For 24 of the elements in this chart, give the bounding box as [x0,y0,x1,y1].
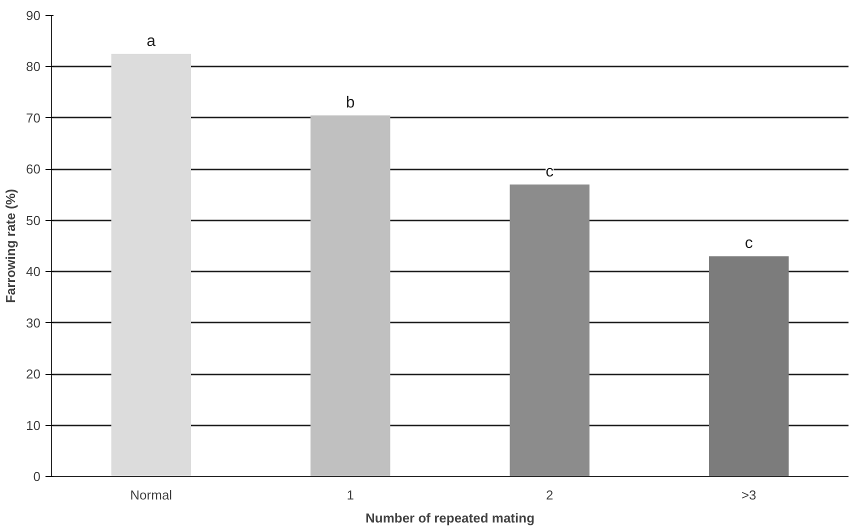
y-tick-label: 0 [33,469,41,484]
x-tick-label: 1 [346,488,354,502]
x-tick-label: >3 [741,488,756,502]
y-tick-label: 60 [26,162,41,177]
x-axis-title: Number of repeated mating [365,510,535,526]
annotation: c [744,235,753,252]
x-tick-label: Normal [130,488,172,502]
annotation: c [546,164,554,181]
y-tick-label: 10 [26,418,41,433]
bar [510,184,590,476]
y-tick-label: 20 [26,366,41,382]
y-tick-label: 30 [26,315,41,330]
bar [111,54,191,476]
bar [310,115,390,476]
x-tick-label: 2 [546,488,554,502]
annotation: b [346,94,355,112]
y-tick-label: 40 [26,264,41,280]
y-tick-label: 50 [26,212,41,228]
y-axis-title: Farrowing rate (%) [3,188,18,304]
bar [709,256,789,476]
y-tick-label: 80 [26,59,41,74]
annotation: a [146,32,156,50]
y-tick-label: 70 [26,110,41,126]
y-tick-label: 90 [26,8,41,23]
